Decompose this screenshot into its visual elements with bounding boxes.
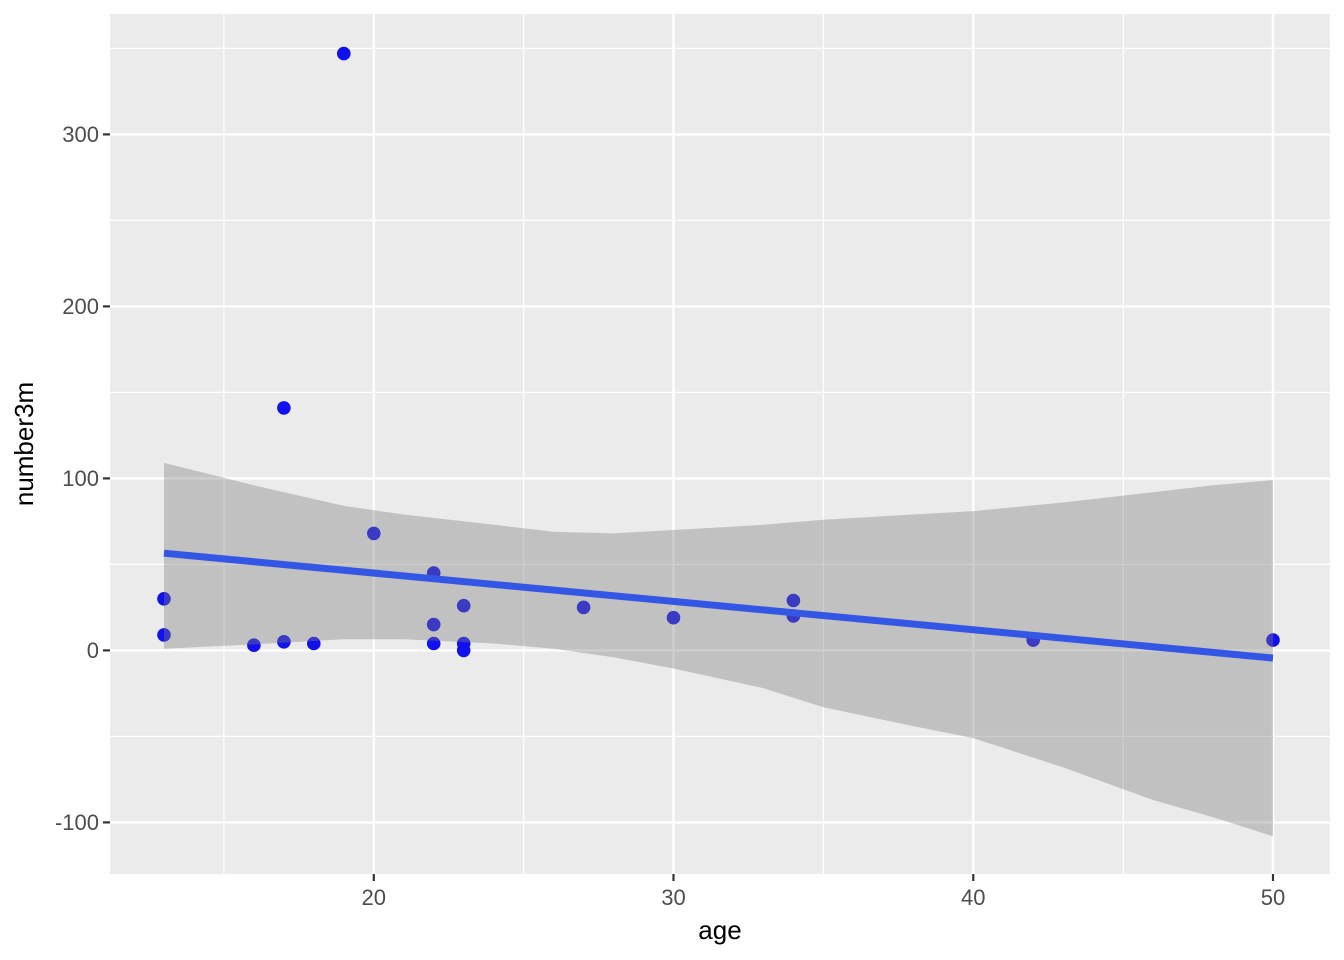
confidence-ribbon	[164, 462, 1273, 837]
y-axis-title: number3m	[9, 382, 39, 506]
data-point	[576, 600, 591, 615]
data-point	[1266, 633, 1280, 647]
data-point	[277, 635, 291, 649]
x-tick-label: 30	[661, 885, 685, 910]
y-tick-label: 300	[62, 122, 99, 147]
data-point	[277, 401, 291, 415]
data-point	[157, 592, 171, 606]
data-point	[666, 610, 681, 625]
y-tick-label: 100	[62, 466, 99, 491]
regression-line	[163, 549, 1274, 662]
x-axis-title: age	[698, 915, 741, 945]
y-tick-label: 200	[62, 294, 99, 319]
y-tick-label: 0	[87, 638, 99, 663]
x-tick-label: 50	[1261, 885, 1285, 910]
data-point	[456, 643, 471, 658]
data-point	[456, 598, 471, 613]
x-tick-label: 20	[362, 885, 386, 910]
data-point	[337, 46, 351, 61]
data-point	[426, 617, 441, 632]
x-tick-label: 40	[961, 885, 985, 910]
data-point	[367, 526, 381, 541]
data-point	[786, 593, 801, 608]
data-point	[247, 638, 261, 652]
data-point	[426, 636, 441, 651]
data-point	[307, 636, 321, 651]
plot-panel	[110, 14, 1330, 874]
chart-layers: 20 30 40 50 -100 0 100 200 300	[55, 14, 1330, 910]
y-tick-label: -100	[55, 810, 99, 835]
data-point	[157, 628, 171, 642]
